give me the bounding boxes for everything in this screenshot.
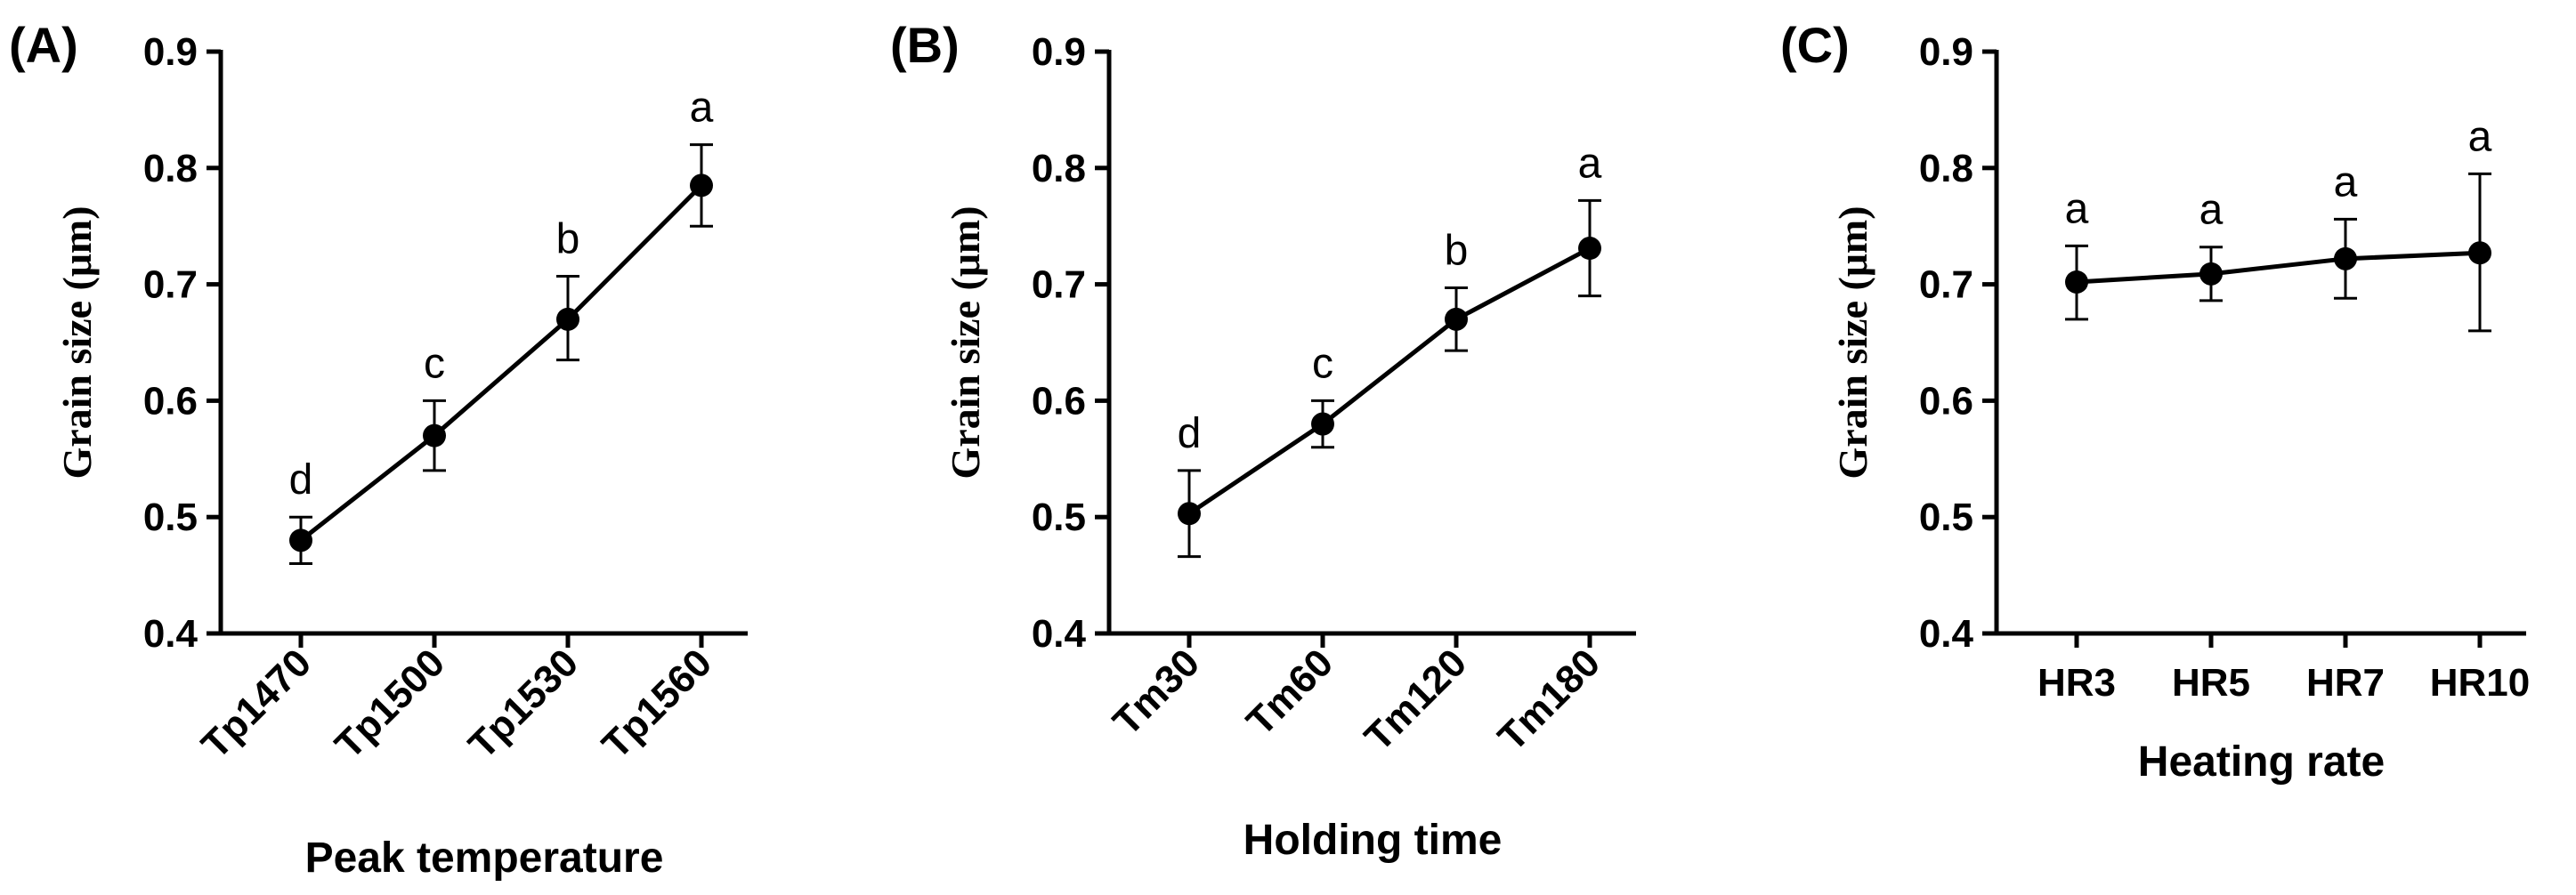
data-point <box>690 173 713 198</box>
y-tick-label: 0.7 <box>1919 263 1973 307</box>
x-tick-label: Tp1560 <box>594 641 720 767</box>
significance-label: c <box>1312 340 1333 387</box>
x-tick-label: HR5 <box>2172 661 2250 705</box>
significance-label: a <box>1578 140 1602 187</box>
significance-label: a <box>2065 185 2089 232</box>
y-tick-label: 0.6 <box>143 379 198 423</box>
series-line <box>2076 250 2481 285</box>
y-axis-label: Grain size (μm) <box>1830 206 1875 479</box>
data-point <box>1578 237 1601 261</box>
y-tick-label: 0.8 <box>1032 147 1086 190</box>
x-axis-label: Peak temperature <box>305 835 664 882</box>
x-tick-label: Tp1500 <box>327 641 453 767</box>
series-line <box>1187 246 1592 516</box>
x-tick-label: Tm120 <box>1357 641 1475 759</box>
chart-panel-3: (C) 0.4 0.5 0.6 0.7 0.8 0.9 Grain size (μm) HR3 H… <box>1780 17 2530 786</box>
x-axis-label: Holding time <box>1243 817 1503 864</box>
significance-label: a <box>2334 158 2358 206</box>
y-axis-label: Grain size (μm) <box>943 206 988 479</box>
x-tick-label: Tm60 <box>1238 641 1341 744</box>
y-tick-label: 0.8 <box>1919 147 1973 190</box>
y-tick-label: 0.5 <box>143 496 198 539</box>
significance-label: d <box>1178 410 1202 457</box>
chart-panel-2: (B) 0.4 0.5 0.6 0.7 0.8 0.9 Grain size (μm) Tm30… <box>890 17 1636 864</box>
y-tick-label: 0.9 <box>143 30 198 74</box>
significance-label: a <box>690 85 714 132</box>
y-tick-label: 0.4 <box>1032 612 1087 656</box>
y-tick-label: 0.6 <box>1032 379 1086 423</box>
x-tick-label: HR3 <box>2037 661 2116 705</box>
data-point <box>1445 307 1468 331</box>
y-tick-label: 0.5 <box>1919 496 1973 539</box>
significance-label: b <box>556 215 580 262</box>
panel-label: (A) <box>9 17 78 73</box>
significance-label: a <box>2468 113 2492 160</box>
data-point <box>289 528 312 552</box>
significance-label: a <box>2199 187 2224 234</box>
x-axis-label: Heating rate <box>2138 738 2385 786</box>
y-tick-label: 0.9 <box>1032 30 1086 74</box>
x-tick-label: HR7 <box>2306 661 2385 705</box>
x-tick-label: HR10 <box>2430 661 2531 705</box>
chart-panel-1: (A) 0.4 0.5 0.6 0.7 0.8 0.9 Grain size (μm) Tp14… <box>9 17 748 882</box>
x-tick-label: Tm30 <box>1105 641 1208 744</box>
data-point <box>423 423 446 448</box>
x-tick-label: Tp1530 <box>460 641 587 767</box>
panel-label: (B) <box>890 17 960 73</box>
data-point <box>2199 262 2223 286</box>
y-tick-label: 0.4 <box>1919 612 1974 656</box>
series-line <box>299 183 703 543</box>
data-point <box>2065 270 2088 294</box>
x-tick-label: Tp1470 <box>193 641 320 767</box>
data-point <box>556 307 579 331</box>
significance-label: b <box>1445 228 1469 275</box>
y-axis-label: Grain size (μm) <box>54 206 100 479</box>
y-tick-label: 0.9 <box>1919 30 1973 74</box>
data-point <box>1178 502 1201 526</box>
panel-label: (C) <box>1780 17 1850 73</box>
x-tick-label: Tm180 <box>1490 641 1608 759</box>
y-tick-label: 0.7 <box>143 263 198 307</box>
significance-label: c <box>424 340 445 387</box>
y-tick-label: 0.5 <box>1032 496 1086 539</box>
y-tick-label: 0.8 <box>143 147 198 190</box>
y-tick-label: 0.6 <box>1919 379 1973 423</box>
y-tick-label: 0.4 <box>143 612 198 656</box>
data-point <box>1311 412 1334 436</box>
data-point <box>2468 241 2491 265</box>
data-point <box>2334 246 2357 270</box>
significance-label: d <box>289 456 313 504</box>
y-tick-label: 0.7 <box>1032 263 1086 307</box>
